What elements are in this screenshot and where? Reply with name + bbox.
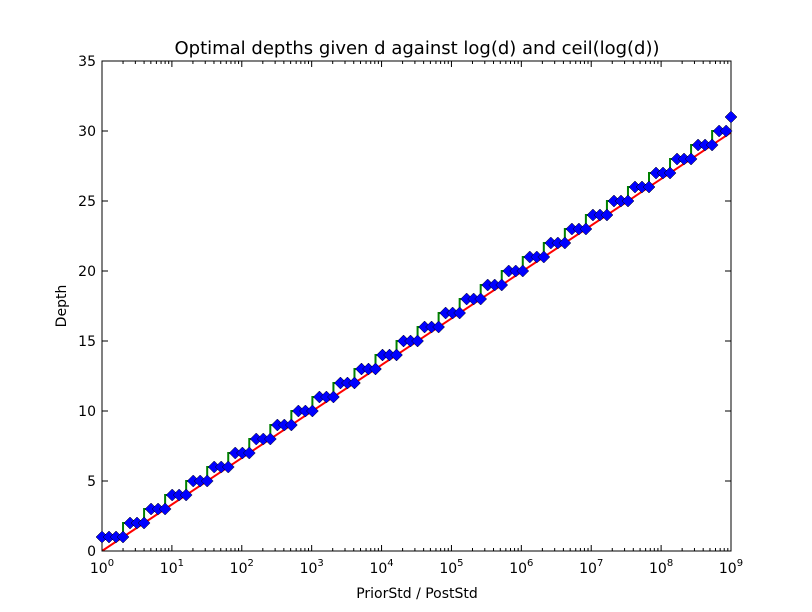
optimal-point (306, 404, 319, 418)
optimal-point (179, 488, 193, 502)
optimal-point (242, 446, 256, 460)
optimal-point (724, 110, 738, 124)
x-tick-label: 106 (509, 558, 533, 577)
x-tick-label: 108 (649, 558, 673, 577)
y-tick-label: 20 (78, 264, 96, 280)
y-tick-label: 5 (87, 474, 96, 490)
x-tick-label: 105 (439, 558, 463, 577)
optimal-point (200, 474, 214, 488)
optimal-point (411, 334, 424, 348)
optimal-point (284, 418, 298, 432)
optimal-point (642, 180, 656, 194)
x-tick-label: 101 (160, 558, 184, 577)
optimal-point (705, 138, 719, 152)
optimal-point (600, 208, 614, 222)
x-tick-label: 107 (579, 558, 603, 577)
y-tick-label: 30 (78, 124, 96, 140)
optimal-point (221, 460, 235, 474)
optimal-point (558, 236, 572, 250)
optimal-point (137, 516, 151, 530)
x-tick-label: 104 (369, 558, 393, 577)
optimal-point (684, 152, 698, 166)
optimal-point (369, 362, 382, 376)
optimal-point (327, 390, 340, 404)
chart-title: Optimal depths given d against log(d) an… (174, 38, 659, 59)
optimal-point (495, 278, 509, 292)
optimal-point (537, 250, 551, 264)
x-tick-label: 102 (230, 558, 254, 577)
optimal-point (453, 306, 467, 320)
x-tick-label: 109 (719, 558, 743, 577)
x-tick-label: 103 (300, 558, 324, 577)
optimal-point (663, 166, 677, 180)
optimal-point (348, 376, 361, 390)
y-tick-label: 0 (87, 544, 96, 560)
y-tick-label: 35 (78, 54, 96, 70)
optimal-point (516, 264, 530, 278)
optimal-point (621, 194, 635, 208)
optimal-point (158, 502, 172, 516)
x-tick-label: 100 (90, 558, 114, 577)
x-axis-label: PriorStd / PostStd (356, 586, 478, 602)
optimal-point (719, 124, 733, 138)
y-tick-label: 25 (78, 194, 96, 210)
y-axis-label: Depth (54, 285, 70, 328)
optimal-point (390, 348, 403, 362)
y-tick-label: 15 (78, 334, 96, 350)
optimal-point (432, 320, 445, 334)
optimal-point (116, 530, 130, 544)
optimal-point (474, 292, 488, 306)
y-tick-label: 10 (78, 404, 96, 420)
optimal-point (263, 432, 277, 446)
plot-frame (101, 60, 732, 552)
optimal-point (579, 222, 593, 236)
